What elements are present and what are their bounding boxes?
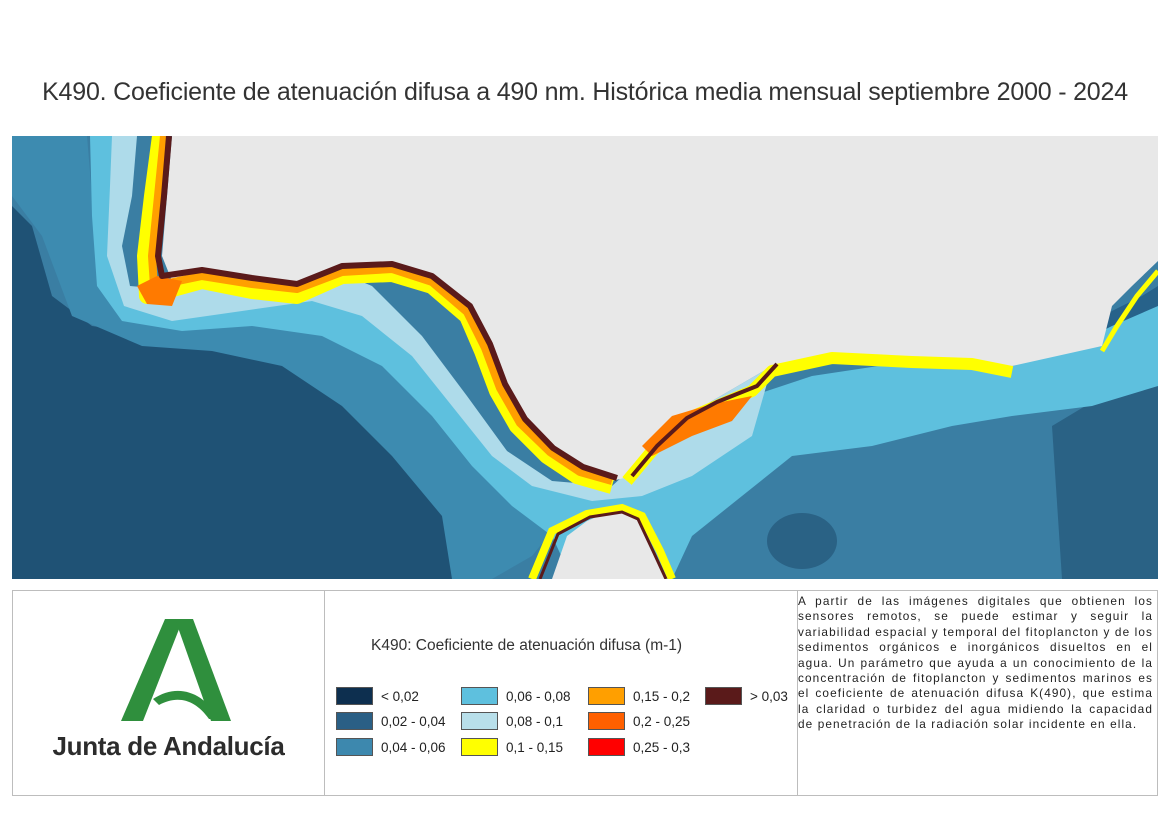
legend-swatch bbox=[336, 687, 373, 705]
k490-map[interactable] bbox=[12, 136, 1158, 579]
legend-swatch bbox=[336, 712, 373, 730]
legend-label: 0,1 - 0,15 bbox=[506, 739, 564, 755]
legend-item: 0,06 - 0,08 bbox=[461, 686, 571, 706]
legend-label: 0,06 - 0,08 bbox=[506, 688, 571, 704]
coast-orange-north bbox=[148, 136, 614, 485]
land-south bbox=[552, 506, 667, 579]
legend-item: 0,08 - 0,1 bbox=[461, 711, 563, 731]
legend-swatch bbox=[461, 687, 498, 705]
coast-orange-malaga bbox=[642, 396, 752, 456]
legend-label: 0,08 - 0,1 bbox=[506, 713, 564, 729]
legend-swatch bbox=[588, 738, 625, 756]
junta-andalucia-logo-icon bbox=[121, 619, 231, 721]
legend: K490: Coeficiente de atenuación difusa (… bbox=[325, 591, 797, 795]
legend-label: < 0,02 bbox=[381, 688, 419, 704]
coast-darkred-north bbox=[155, 136, 618, 481]
legend-title: K490: Coeficiente de atenuación difusa (… bbox=[371, 637, 683, 654]
pale-band bbox=[107, 136, 772, 501]
legend-item: 0,25 - 0,3 bbox=[588, 737, 690, 757]
legend-swatch bbox=[461, 738, 498, 756]
logo-text: Junta de Andalucía bbox=[52, 731, 285, 761]
mid-band-atlantic bbox=[12, 136, 572, 579]
legend-label: 0,25 - 0,3 bbox=[633, 739, 691, 755]
legend-label: 0,2 - 0,25 bbox=[633, 713, 691, 729]
eddy-dark bbox=[767, 513, 837, 569]
logo-box: Junta de Andalucía bbox=[13, 591, 324, 795]
k490-map-image bbox=[12, 136, 1158, 579]
info-panel: Junta de Andalucía K490: Coeficiente de … bbox=[12, 590, 1158, 796]
deep-ocean-east-south bbox=[1052, 386, 1158, 579]
map-title: K490. Coeficiente de atenuación difusa a… bbox=[42, 78, 1128, 106]
coast-yellow-south bbox=[528, 503, 676, 579]
legend-item: 0,15 - 0,2 bbox=[588, 686, 690, 706]
coast-yellow-east-edge bbox=[1099, 269, 1158, 353]
legend-item: 0,2 - 0,25 bbox=[588, 711, 690, 731]
legend-item: 0,1 - 0,15 bbox=[461, 737, 563, 757]
legend-label: 0,04 - 0,06 bbox=[381, 739, 446, 755]
coast-darkred-south bbox=[538, 510, 668, 579]
coast-orange-bay bbox=[137, 276, 182, 306]
logo-right-stroke bbox=[175, 619, 231, 721]
legend-label: 0,15 - 0,2 bbox=[633, 688, 691, 704]
legend-swatch bbox=[461, 712, 498, 730]
legend-item: > 0,03 bbox=[705, 686, 788, 706]
legend-label: 0,02 - 0,04 bbox=[381, 713, 446, 729]
legend-item: 0,04 - 0,06 bbox=[336, 737, 446, 757]
legend-swatch bbox=[588, 712, 625, 730]
legend-item: 0,02 - 0,04 bbox=[336, 711, 446, 731]
legend-swatch bbox=[336, 738, 373, 756]
land-north bbox=[162, 136, 1158, 481]
coast-darkred-east bbox=[630, 362, 779, 478]
logo-swoosh bbox=[153, 690, 219, 719]
legend-item: < 0,02 bbox=[336, 686, 419, 706]
logo-left-stroke bbox=[121, 619, 183, 721]
panel-divider-right bbox=[797, 591, 798, 795]
deep-ocean-west bbox=[12, 206, 492, 579]
legend-swatch bbox=[588, 687, 625, 705]
legend-swatch bbox=[705, 687, 742, 705]
panel-divider-left bbox=[324, 591, 325, 795]
description-text: A partir de las imágenes digitales que o… bbox=[798, 594, 1153, 732]
legend-label: > 0,03 bbox=[750, 688, 788, 704]
